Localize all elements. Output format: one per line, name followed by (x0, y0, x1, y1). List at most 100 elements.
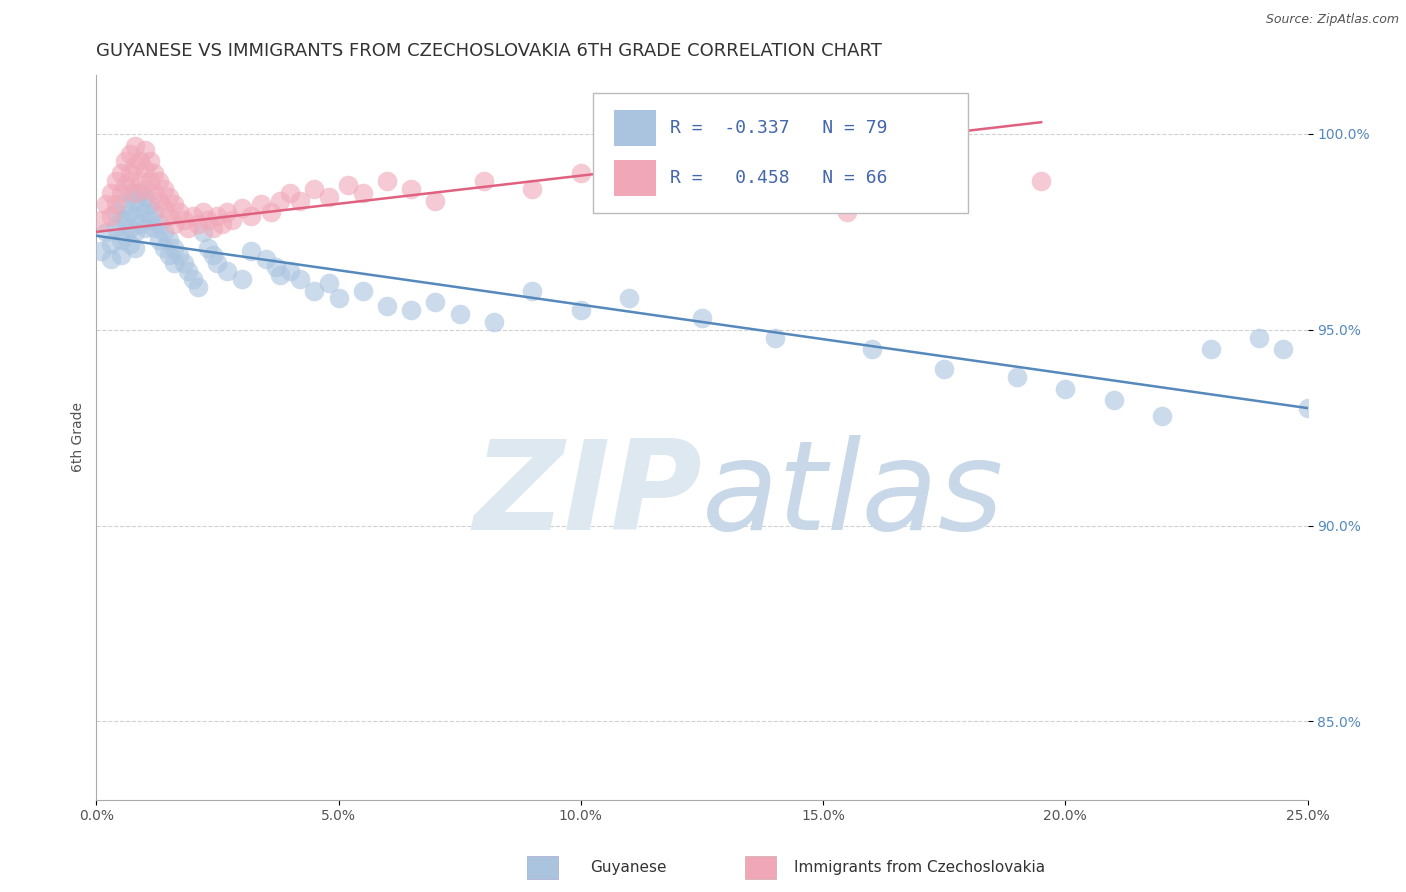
Point (114, 178, 136, 192)
Point (124, 241, 146, 255)
Y-axis label: 6th Grade: 6th Grade (72, 402, 86, 473)
Point (100, 252, 122, 267)
Point (134, 162, 156, 177)
Point (269, 268, 291, 282)
Point (129, 174, 152, 188)
Point (714, 127, 737, 141)
Point (318, 276, 340, 290)
Point (104, 221, 127, 235)
Point (1249, 330, 1271, 344)
Point (90, 213, 112, 227)
Point (143, 205, 166, 219)
Point (1005, 369, 1028, 384)
Point (114, 228, 136, 243)
Point (240, 209, 263, 223)
Point (110, 233, 132, 247)
Point (157, 248, 180, 262)
Point (124, 209, 146, 223)
Point (231, 272, 253, 286)
Point (197, 213, 219, 227)
Point (177, 264, 200, 278)
Point (143, 221, 166, 235)
Point (425, 194, 447, 208)
Point (153, 241, 176, 255)
Point (221, 213, 243, 227)
Point (163, 241, 186, 255)
Point (690, 311, 713, 326)
Point (304, 182, 326, 196)
Point (197, 241, 219, 255)
Point (134, 205, 156, 219)
Point (153, 182, 176, 196)
Point (328, 292, 350, 306)
Point (157, 189, 180, 203)
Point (217, 205, 239, 219)
Point (278, 264, 301, 278)
Point (114, 213, 136, 227)
Point (134, 189, 156, 203)
Point (207, 209, 229, 223)
Point (177, 221, 200, 235)
Point (148, 233, 170, 247)
Point (201, 248, 224, 262)
Point (124, 225, 146, 239)
Point (94, 225, 117, 239)
Point (157, 233, 180, 247)
Point (240, 244, 263, 259)
Point (337, 178, 360, 192)
Point (352, 186, 374, 200)
Point (120, 174, 142, 188)
Point (124, 158, 146, 172)
Point (110, 248, 132, 262)
Point (472, 174, 495, 188)
Point (134, 221, 156, 235)
Point (134, 182, 156, 196)
Point (569, 303, 592, 318)
Point (120, 236, 142, 251)
Point (120, 221, 142, 235)
Point (482, 315, 505, 329)
Point (211, 217, 233, 231)
Point (449, 307, 471, 321)
Point (278, 186, 301, 200)
Point (148, 174, 170, 188)
Text: Immigrants from Czechoslovakia: Immigrants from Czechoslovakia (794, 860, 1046, 874)
Point (1199, 343, 1222, 357)
Point (619, 292, 641, 306)
Point (375, 174, 398, 188)
Point (191, 225, 214, 239)
FancyBboxPatch shape (613, 160, 657, 195)
Point (187, 217, 209, 231)
Text: R =   0.458   N = 66: R = 0.458 N = 66 (671, 169, 889, 186)
Point (124, 194, 146, 208)
Point (352, 284, 374, 298)
Point (250, 197, 273, 211)
Point (120, 186, 142, 200)
Point (104, 197, 127, 211)
Point (619, 186, 641, 200)
Point (138, 174, 160, 188)
Point (569, 166, 592, 180)
Point (129, 186, 152, 200)
Point (153, 202, 176, 216)
Point (90, 244, 112, 259)
Point (522, 284, 544, 298)
Point (167, 205, 190, 219)
Point (104, 205, 127, 219)
Point (110, 186, 132, 200)
Point (318, 189, 340, 203)
Point (94, 197, 117, 211)
Point (129, 202, 152, 216)
Point (522, 182, 544, 196)
Point (163, 197, 186, 211)
Point (148, 217, 170, 231)
Point (124, 138, 146, 153)
Point (1296, 401, 1319, 416)
Point (837, 205, 859, 219)
Point (1152, 409, 1174, 423)
Point (134, 143, 156, 157)
Point (138, 213, 160, 227)
Point (167, 248, 190, 262)
Point (231, 202, 253, 216)
Point (120, 205, 142, 219)
